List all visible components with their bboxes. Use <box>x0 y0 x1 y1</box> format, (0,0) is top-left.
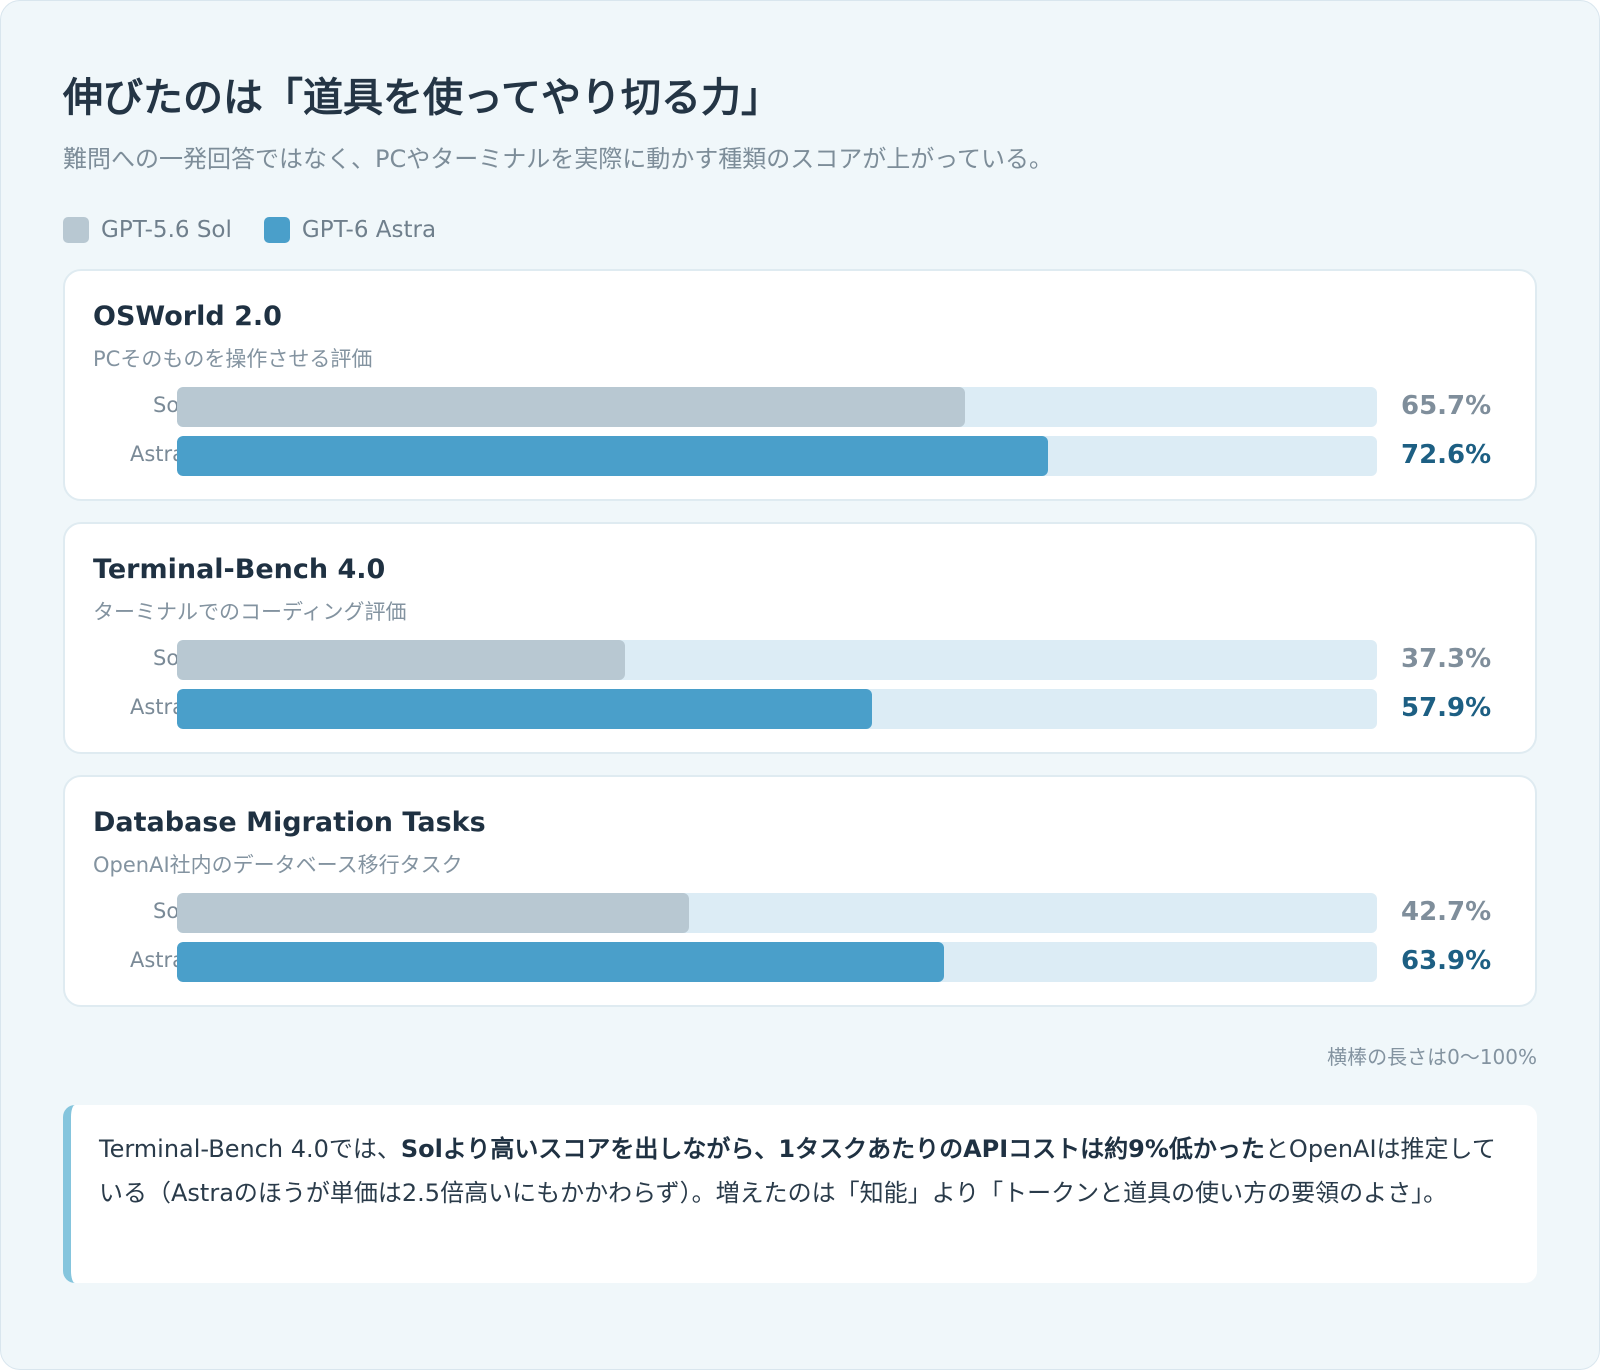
legend-item-astra: GPT-6 Astra <box>263 217 437 243</box>
bar-astra <box>177 436 1049 476</box>
bar-value: 37.3% <box>1401 644 1492 674</box>
axis-note: 横棒の長さは0〜100% <box>1327 1045 1537 1069</box>
bar-row-astra: Astra 63.9% <box>65 942 1535 982</box>
bar-value: 72.6% <box>1401 440 1492 470</box>
legend-label-sol: GPT-5.6 Sol <box>101 217 232 243</box>
benchmark-subtitle: PCそのものを操作させる評価 <box>93 347 373 371</box>
bar-row-astra: Astra 57.9% <box>65 689 1535 729</box>
benchmark-card-terminal-bench: Terminal-Bench 4.0 ターミナルでのコーディング評価 Sol 3… <box>63 522 1537 754</box>
callout-text-1: Terminal-Bench 4.0では、 <box>99 1135 401 1163</box>
callout-text-bold: Solより高いスコアを出しながら、1タスクあたりのAPIコストは約9%低かった <box>400 1135 1265 1163</box>
bar-row-sol: Sol 42.7% <box>65 893 1535 933</box>
chart-title: 伸びたのは「道具を使ってやり切る力」 <box>63 75 781 121</box>
benchmark-card-osworld: OSWorld 2.0 PCそのものを操作させる評価 Sol 65.7% Ast… <box>63 269 1537 501</box>
benchmark-title: Database Migration Tasks <box>93 807 486 838</box>
benchmark-title: OSWorld 2.0 <box>93 301 282 332</box>
bar-label: Astra <box>129 948 185 972</box>
bar-track <box>177 893 1377 933</box>
legend-swatch-astra <box>263 217 290 243</box>
bar-track <box>177 436 1377 476</box>
bar-sol <box>177 387 966 427</box>
callout-text-2: とOpenAIは推定している（Astraのほうが単価は2.5倍高いにもかかわらず… <box>99 1135 1496 1207</box>
bar-value: 42.7% <box>1401 897 1492 927</box>
legend-item-sol: GPT-5.6 Sol <box>63 217 232 243</box>
benchmark-subtitle: ターミナルでのコーディング評価 <box>93 600 407 624</box>
bar-track <box>177 387 1377 427</box>
legend-swatch-sol <box>63 217 89 243</box>
bar-astra <box>177 942 944 982</box>
benchmark-card-database-migration: Database Migration Tasks OpenAI社内のデータベース… <box>63 775 1537 1007</box>
bar-value: 63.9% <box>1401 946 1492 976</box>
bar-value: 57.9% <box>1401 693 1492 723</box>
legend: GPT-5.6 Sol GPT-6 Astra <box>63 217 468 243</box>
summary-callout: Terminal-Bench 4.0では、Solより高いスコアを出しながら、1タ… <box>63 1105 1537 1283</box>
bar-astra <box>177 689 872 729</box>
bar-track <box>177 689 1377 729</box>
bar-row-sol: Sol 65.7% <box>65 387 1535 427</box>
bar-row-astra: Astra 72.6% <box>65 436 1535 476</box>
bar-sol <box>177 640 625 680</box>
bar-track <box>177 942 1377 982</box>
benchmark-title: Terminal-Bench 4.0 <box>93 554 386 585</box>
legend-label-astra: GPT-6 Astra <box>301 217 437 243</box>
benchmark-subtitle: OpenAI社内のデータベース移行タスク <box>93 853 463 877</box>
bar-row-sol: Sol 37.3% <box>65 640 1535 680</box>
bar-track <box>177 640 1377 680</box>
bar-value: 65.7% <box>1401 391 1492 421</box>
bar-sol <box>177 893 690 933</box>
bar-label: Astra <box>129 695 185 719</box>
bar-label: Astra <box>129 442 185 466</box>
chart-subtitle: 難問への一発回答ではなく、PCやターミナルを実際に動かす種類のスコアが上がってい… <box>63 145 1054 173</box>
